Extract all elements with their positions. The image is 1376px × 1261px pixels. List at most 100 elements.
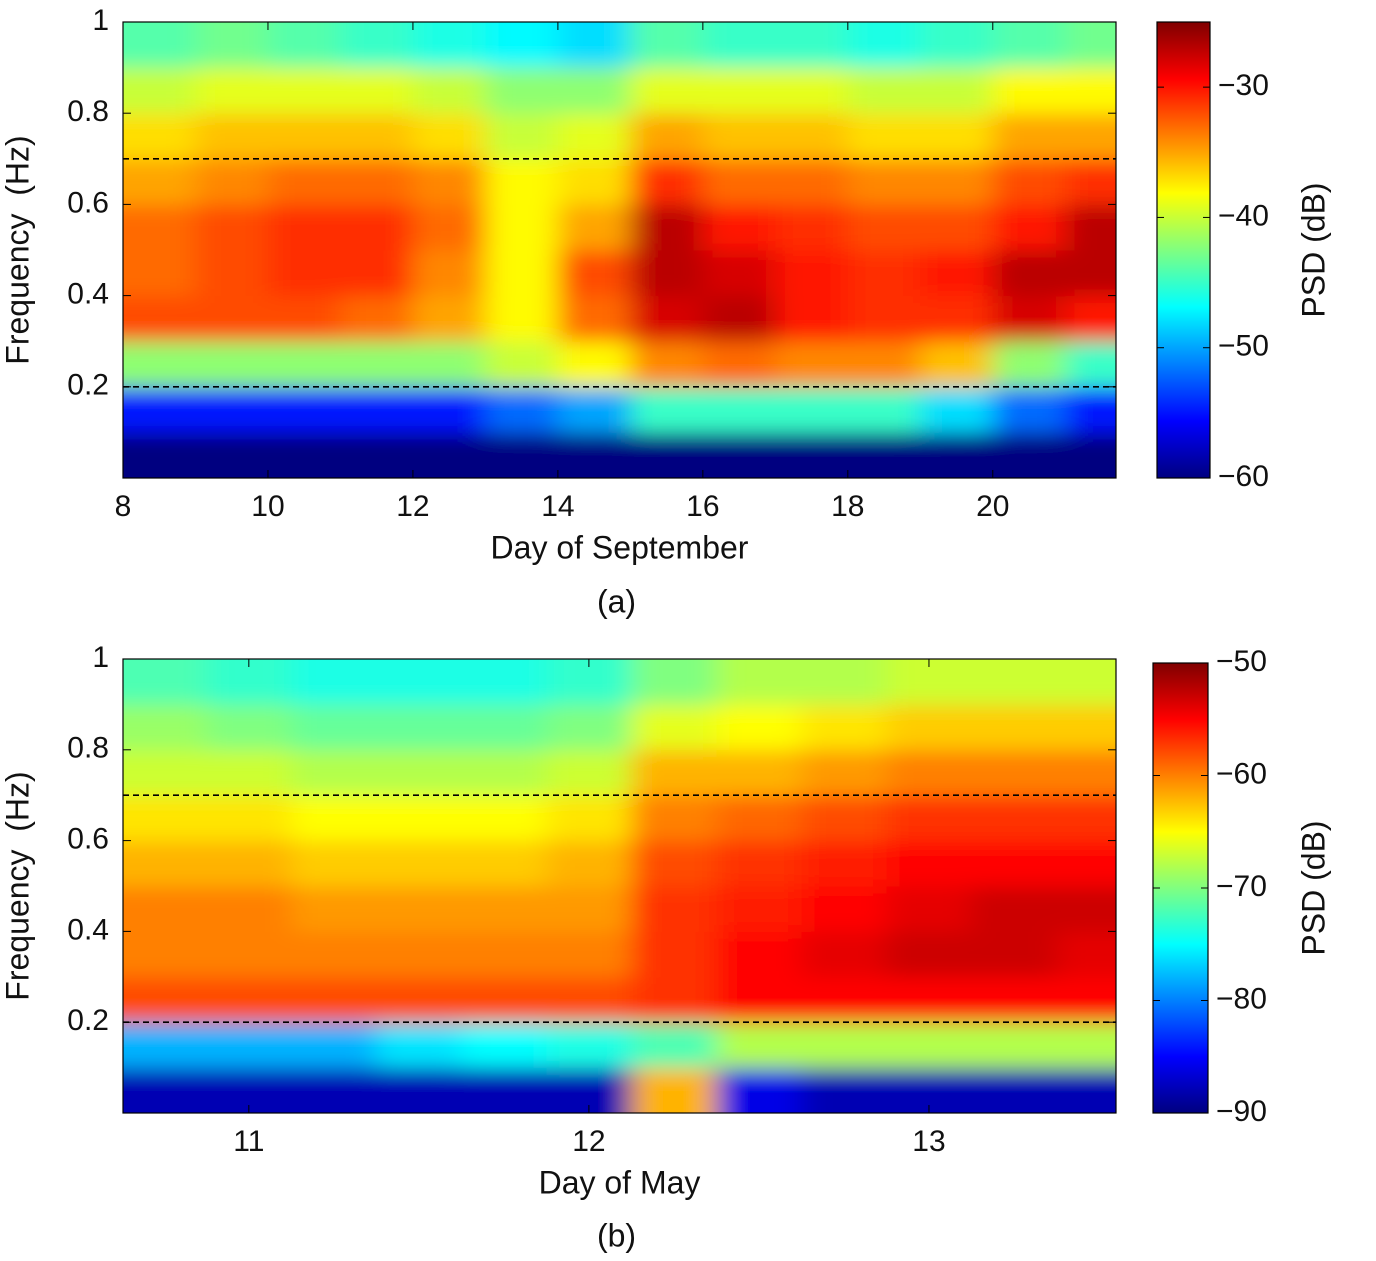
heatmap-cell [630,113,704,160]
heatmap-cell [195,67,269,114]
x-axis-label: Day of May [539,1164,701,1200]
heatmap-cell [291,795,377,842]
heatmap-cell [631,704,717,751]
heatmap-cell [886,1022,972,1069]
heatmap-cell [376,976,462,1023]
heatmap-cell [775,432,849,478]
heatmap-cell [992,113,1066,160]
heatmap-cell [1056,886,1116,932]
heatmap-cell [412,432,486,478]
x-tick-label: 8 [115,490,132,523]
heatmap-cell [412,113,486,160]
heatmap-cell [1056,931,1116,978]
x-tick-label: 20 [976,490,1009,523]
heatmap-cell [847,386,921,433]
heatmap-cell [1065,67,1116,114]
heatmap-cell [1065,341,1116,388]
heatmap-cell [376,1022,462,1069]
heatmap-cell [195,204,269,251]
heatmap-cell [992,295,1066,342]
heatmap-cell [376,931,462,978]
heatmap-cell [557,67,631,114]
x-tick-label: 10 [251,490,284,523]
heatmap-cell [195,113,269,160]
colorbar-label: PSD (dB) [1295,182,1331,317]
heatmap-cell [920,341,994,388]
colorbar [1156,21,1211,479]
heatmap-cell [340,341,414,388]
heatmap-cell [716,931,802,978]
heatmap-cell [291,659,377,705]
heatmap-cell [630,295,704,342]
heatmap-cell [546,795,632,842]
heatmap-cell [557,432,631,478]
heatmap-cell [631,931,717,978]
x-axis-label: Day of September [491,529,749,565]
heatmap-cell [267,22,341,69]
heatmap-cell [1065,113,1116,160]
heatmap-cell [123,113,196,160]
heatmap-cell [775,295,849,342]
heatmap-cell [206,795,292,842]
heatmap-cell [702,158,776,205]
heatmap-cell [485,295,559,342]
heatmap-cell [376,886,462,932]
heatmap-cell [801,659,887,705]
heatmap-cell [801,840,887,887]
heatmap-cell [376,1067,462,1113]
heatmap-cell [461,840,547,887]
heatmap-cell [630,432,704,478]
colorbar-label: PSD (dB) [1295,820,1331,955]
y-axis-label: Frequency (Hz) [0,135,35,364]
heatmap-cell [546,931,632,978]
plot-frame [122,21,1117,479]
heatmap-cell [123,295,196,342]
heatmap-cell [992,158,1066,205]
heatmap-cell [801,976,887,1023]
x-tick-label: 11 [233,1125,264,1158]
caption: (b) [597,1217,636,1253]
heatmap-cell [775,386,849,433]
heatmap-cell [1056,1022,1116,1069]
heatmap-cell [1056,795,1116,842]
heatmap-cell [847,295,921,342]
heatmap-cell [631,976,717,1023]
colorbar-tick-label: −80 [1216,982,1267,1015]
heatmap-cell [920,113,994,160]
heatmap-cell [123,22,196,69]
x-tick-label: 14 [541,490,574,523]
heatmap-cell [267,432,341,478]
heatmap-cell [195,22,269,69]
heatmap-cell [123,158,196,205]
heatmap-cell [630,204,704,251]
heatmap-cell [291,704,377,751]
heatmap-cell [461,704,547,751]
heatmap-cell [920,295,994,342]
y-tick-label: 0.6 [67,186,109,219]
heatmap-cell [546,976,632,1023]
heatmap-cell [461,659,547,705]
heatmap-cell [485,250,559,297]
y-tick-label: 0.2 [67,1004,109,1037]
colorbar [1152,662,1209,1114]
heatmap-cell [847,204,921,251]
heatmap [123,22,1116,478]
heatmap-cell [291,976,377,1023]
heatmap-cell [971,976,1057,1023]
heatmap-cell [267,204,341,251]
heatmap-cell [801,704,887,751]
heatmap-cell [992,250,1066,297]
heatmap-cell [775,204,849,251]
heatmap-cell [847,250,921,297]
heatmap-cell [716,1067,802,1113]
heatmap-cell [920,432,994,478]
heatmap-cell [267,67,341,114]
heatmap-cell [630,250,704,297]
heatmap-cell [267,386,341,433]
heatmap-cell [546,749,632,796]
y-tick-label: 1 [92,641,109,674]
heatmap-cell [557,341,631,388]
heatmap-cell [412,250,486,297]
x-tick-label: 16 [686,490,719,523]
heatmap-cell [630,386,704,433]
